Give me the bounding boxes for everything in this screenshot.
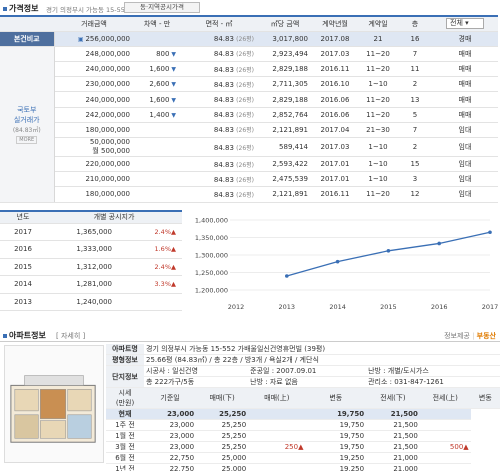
y-tick-label: 1,350,000: [195, 234, 228, 242]
table-row: 1월 전 23,000 25,250 19,750 21,500: [106, 430, 500, 443]
col-floor: 층: [398, 14, 432, 32]
data-point: [386, 249, 391, 253]
x-tick-label: 2014: [329, 303, 346, 311]
table-row: 50,000,000 월 500,000 84.83 (26평) 589,414 201…: [0, 137, 498, 157]
y-tick-label: 1,400,000: [195, 217, 228, 225]
price-table: 거래금액 차액 - 만 면적 - ㎡ ㎡당 금액 계약년월 계약일 층 전체 ▾…: [0, 14, 498, 203]
data-point: [285, 274, 289, 278]
molit-label: 국토부 실거래가 (84.83㎡) MORE: [0, 46, 55, 203]
col-amount: 거래금액: [54, 14, 134, 32]
market-price-label: 시세 (만원): [106, 387, 144, 410]
col-area: 면적 - ㎡: [180, 14, 258, 32]
table-row: 1주 전 23,000 25,250 19,750 21,500: [106, 419, 500, 432]
table-row: 2017 1,365,000 2.4%▲: [0, 223, 182, 241]
filter-select[interactable]: 전체 ▾: [446, 18, 484, 30]
col-contract-ym: 계약년월: [312, 14, 358, 32]
region-price-button[interactable]: 동·지역공시가격: [124, 2, 200, 13]
market-price-header: 시세 (만원) 기준일 매매(下) 매매(上) 변동 전세(下) 전세(上) 변동: [106, 387, 500, 410]
apartment-info-title: 아파트정보: [3, 330, 46, 341]
price-info-address: 경기 의정부시 가능동 15-552: [46, 6, 130, 14]
col-day: 계약일: [358, 14, 398, 32]
floor-plan-image: [4, 345, 104, 463]
info-provider: 정보제공 | 부동산: [444, 332, 496, 340]
price-table-header: 거래금액 차액 - 만 면적 - ㎡ ㎡당 금액 계약년월 계약일 층 전체 ▾: [0, 14, 498, 32]
down-triangle-icon: ▼: [169, 50, 176, 58]
col-diff: 차액 - 만: [134, 14, 180, 32]
land-price-chart: 1,400,000 1,350,000 1,300,000 1,250,000 1,20…: [195, 217, 499, 312]
x-tick-label: 2016: [431, 303, 448, 311]
data-point: [437, 241, 441, 246]
table-row: 6월 전 22,750 25,000 19,250 21,000: [106, 452, 500, 465]
table-row: 210,000,000 84.83 (26평) 2,475,539 2017.01 1~…: [0, 171, 498, 188]
unit-spec: 25.66평 (84.83㎡) / 총 22층 / 방3개 / 욕실2개 / 계…: [144, 354, 500, 367]
y-tick-label: 1,300,000: [195, 252, 228, 260]
table-row: 현재 23,000 25,250 19,750 21,500: [106, 408, 500, 421]
table-row: 220,000,000 84.83 (26평) 2,593,422 2017.01 1~…: [0, 156, 498, 173]
table-row: 240,000,000 1,600 ▼ 84.83 (26평) 2,829,188 20…: [0, 61, 498, 78]
apartment-info-table: 아파트명 경기 의정부시 가능동 15-552 가배울일신건영휴먼빌 (39평)…: [106, 344, 500, 471]
down-triangle-icon: ▼: [169, 81, 176, 89]
price-info-title: 가격정보: [3, 3, 38, 14]
table-row: 1년 전 22,750 25,000 19,250 21,000: [106, 463, 500, 471]
x-tick-label: 2015: [380, 303, 397, 311]
col-per-m2: ㎡당 금액: [258, 14, 312, 32]
table-row: 242,000,000 1,400 ▼ 84.83 (26평) 2,852,764 20…: [0, 107, 498, 123]
compare-label: 본건비교: [0, 31, 55, 47]
table-row: 2016 1,333,000 1.6%▲: [0, 240, 182, 259]
col-land-price: 개별 공시지가: [46, 210, 182, 224]
table-row: 국토부 실거래가 (84.83㎡) MORE 248,000,000 800 ▼ 84.83…: [0, 46, 498, 203]
table-row: 240,000,000 1,600 ▼ 84.83 (26평) 2,829,188 20…: [0, 91, 498, 108]
price-info-header: 가격정보 경기 의정부시 가능동 15-552 동·지역공시가격: [0, 0, 500, 14]
table-row: 3월 전 23,000 25,250 250▲ 19,750 21,500 500▲: [106, 441, 500, 454]
land-price-table: 년도 개별 공시지가 2017 1,365,000 2.4%▲ 2016 1,333,0…: [0, 210, 182, 311]
down-triangle-icon: ▼: [169, 96, 176, 104]
subject-row: 본건비교 ▣ 256,000,000 84.83 (26평) 3,017,800…: [0, 31, 498, 47]
series-line: [286, 231, 491, 277]
y-tick-label: 1,250,000: [195, 269, 228, 277]
table-row: 2015 1,312,000 2.4%▲: [0, 258, 182, 276]
down-triangle-icon: ▼: [169, 66, 176, 74]
x-tick-label: 2012: [228, 303, 245, 311]
data-point: [335, 259, 340, 264]
table-row: 230,000,000 2,600 ▼ 84.83 (26평) 2,711,305 20…: [0, 76, 498, 93]
down-triangle-icon: ▼: [169, 111, 176, 119]
x-tick-label: 2017: [482, 303, 499, 311]
table-row: 180,000,000 84.83 (26평) 2,121,891 2016.11 11…: [0, 186, 498, 203]
data-point: [488, 230, 492, 235]
detail-link[interactable]: [ 자세히 ]: [56, 332, 86, 340]
apartment-name: 경기 의정부시 가능동 15-552 가배울일신건영휴먼빌 (39평): [144, 344, 500, 356]
y-tick-label: 1,200,000: [195, 287, 228, 295]
table-row: 2013 1,240,000: [0, 293, 182, 311]
col-year: 년도: [0, 210, 46, 224]
subject-marker-icon: ▣: [77, 35, 86, 43]
table-row: 180,000,000 84.83 (26평) 2,121,891 2017.04 21…: [0, 122, 498, 139]
apartment-info-header: 아파트정보 [ 자세히 ] 정보제공 | 부동산: [0, 328, 500, 342]
table-row: 2014 1,281,000 3.3%▲: [0, 275, 182, 294]
x-tick-label: 2013: [279, 303, 296, 311]
more-button[interactable]: MORE: [16, 135, 38, 144]
provider-logo: 부동산: [476, 332, 496, 340]
